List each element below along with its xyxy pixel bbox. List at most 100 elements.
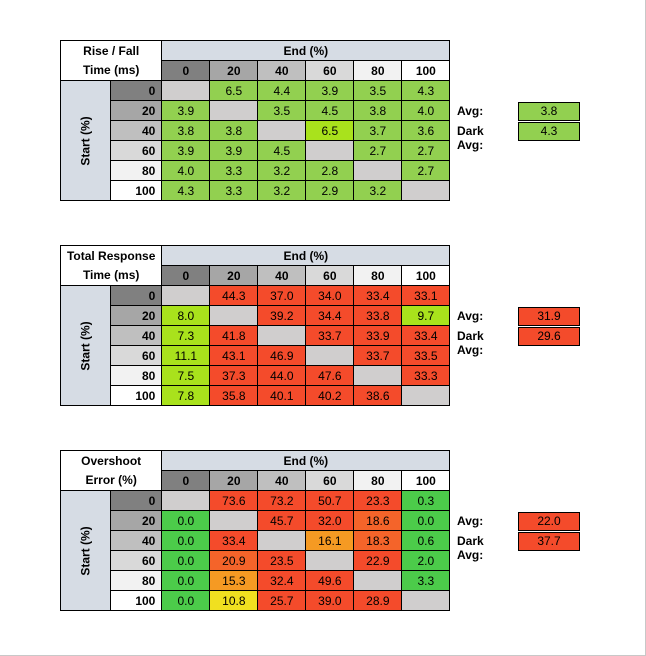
value-cell: 32.0	[305, 510, 355, 531]
value-cell: 4.3	[401, 80, 451, 101]
table-corner-title-line1: Rise / Fall	[59, 40, 163, 61]
empty-cell	[401, 590, 451, 611]
row-header: 100	[110, 385, 163, 406]
start-percent-header: Start (%)	[59, 285, 112, 406]
table-row: 40 3.8 3.8 6.5 3.7 3.6	[61, 120, 451, 141]
end-percent-header: End (%)	[161, 245, 451, 266]
table-row: 20 3.9 3.5 4.5 3.8 4.0	[61, 100, 451, 121]
table-row: 20 0.0 45.7 32.0 18.6 0.0	[61, 510, 451, 531]
results-table-block-1: Total Response End (%) Time (ms) 0 20 40 60 80 1…	[59, 245, 580, 406]
value-cell: 34.4	[305, 305, 355, 326]
table-corner-title-line2: Time (ms)	[59, 60, 163, 81]
empty-cell	[257, 120, 307, 141]
value-cell: 37.3	[209, 365, 259, 386]
results-table: Total Response End (%) Time (ms) 0 20 40 60 80 1…	[59, 245, 451, 406]
table-row: 60 0.0 20.9 23.5 22.9 2.0	[61, 550, 451, 571]
table-corner-title-line1: Total Response	[59, 245, 163, 266]
value-cell: 0.0	[161, 550, 211, 571]
value-cell: 3.9	[161, 100, 211, 121]
value-cell: 33.4	[209, 530, 259, 551]
row-header: 20	[110, 510, 163, 531]
table-row: 80 0.0 15.3 32.4 49.6 3.3	[61, 570, 451, 591]
row-header: 0	[110, 490, 163, 511]
value-cell: 28.9	[353, 590, 403, 611]
value-cell: 8.0	[161, 305, 211, 326]
value-cell: 3.9	[305, 80, 355, 101]
dark-avg-label: Dark Avg:	[457, 534, 484, 562]
value-cell: 0.6	[401, 530, 451, 551]
empty-cell	[401, 385, 451, 406]
value-cell: 44.3	[209, 285, 259, 306]
value-cell: 16.1	[305, 530, 355, 551]
value-cell: 47.6	[305, 365, 355, 386]
value-cell: 40.2	[305, 385, 355, 406]
value-cell: 33.5	[401, 345, 451, 366]
row-header: 100	[110, 590, 163, 611]
table-corner-title-line2: Time (ms)	[59, 265, 163, 286]
value-cell: 3.7	[353, 120, 403, 141]
column-header: 40	[257, 60, 307, 81]
value-cell: 0.0	[401, 510, 451, 531]
row-header: 60	[110, 550, 163, 571]
value-cell: 2.8	[305, 160, 355, 181]
value-cell: 3.8	[353, 100, 403, 121]
row-header: 0	[110, 285, 163, 306]
value-cell: 50.7	[305, 490, 355, 511]
column-header: 20	[209, 470, 259, 491]
empty-cell	[305, 140, 355, 161]
value-cell: 39.0	[305, 590, 355, 611]
value-cell: 18.3	[353, 530, 403, 551]
value-cell: 10.8	[209, 590, 259, 611]
value-cell: 46.9	[257, 345, 307, 366]
value-cell: 2.0	[401, 550, 451, 571]
empty-cell	[209, 305, 259, 326]
column-header: 80	[353, 265, 403, 286]
empty-cell	[305, 345, 355, 366]
results-table-block-2: Overshoot End (%) Error (%) 0 20 40 60 80 100 Sta…	[59, 450, 580, 611]
empty-cell	[257, 530, 307, 551]
end-percent-header: End (%)	[161, 40, 451, 61]
value-cell: 0.0	[161, 530, 211, 551]
value-cell: 73.6	[209, 490, 259, 511]
column-header: 0	[161, 265, 211, 286]
avg-value: 22.0	[518, 512, 580, 531]
table-row: 100 7.8 35.8 40.1 40.2 38.6	[61, 385, 451, 406]
column-header: 20	[209, 60, 259, 81]
value-cell: 0.0	[161, 510, 211, 531]
value-cell: 7.5	[161, 365, 211, 386]
column-header: 60	[305, 60, 355, 81]
column-header: 80	[353, 470, 403, 491]
value-cell: 3.2	[257, 160, 307, 181]
end-percent-header: End (%)	[161, 450, 451, 471]
empty-cell	[401, 180, 451, 201]
empty-cell	[161, 80, 211, 101]
column-header: 80	[353, 60, 403, 81]
table-corner-title-line2: Error (%)	[59, 470, 163, 491]
table-row: 60 3.9 3.9 4.5 2.7 2.7	[61, 140, 451, 161]
value-cell: 3.2	[353, 180, 403, 201]
value-cell: 25.7	[257, 590, 307, 611]
value-cell: 18.6	[353, 510, 403, 531]
value-cell: 4.0	[401, 100, 451, 121]
empty-cell	[161, 285, 211, 306]
empty-cell	[353, 365, 403, 386]
value-cell: 2.7	[401, 140, 451, 161]
value-cell: 3.6	[401, 120, 451, 141]
table-row: 100 0.0 10.8 25.7 39.0 28.9	[61, 590, 451, 611]
value-cell: 3.2	[257, 180, 307, 201]
value-cell: 33.3	[401, 365, 451, 386]
dark-avg-value: 29.6	[518, 327, 580, 346]
value-cell: 2.7	[353, 140, 403, 161]
value-cell: 0.3	[401, 490, 451, 511]
value-cell: 41.8	[209, 325, 259, 346]
value-cell: 9.7	[401, 305, 451, 326]
empty-cell	[305, 550, 355, 571]
empty-cell	[353, 160, 403, 181]
empty-cell	[209, 510, 259, 531]
row-header: 80	[110, 160, 163, 181]
value-cell: 33.9	[353, 325, 403, 346]
avg-label: Avg:	[457, 309, 484, 323]
value-cell: 0.0	[161, 570, 211, 591]
table-row: Start (%) 0 6.5 4.4 3.9 3.5 4.3	[59, 80, 451, 201]
value-cell: 44.0	[257, 365, 307, 386]
